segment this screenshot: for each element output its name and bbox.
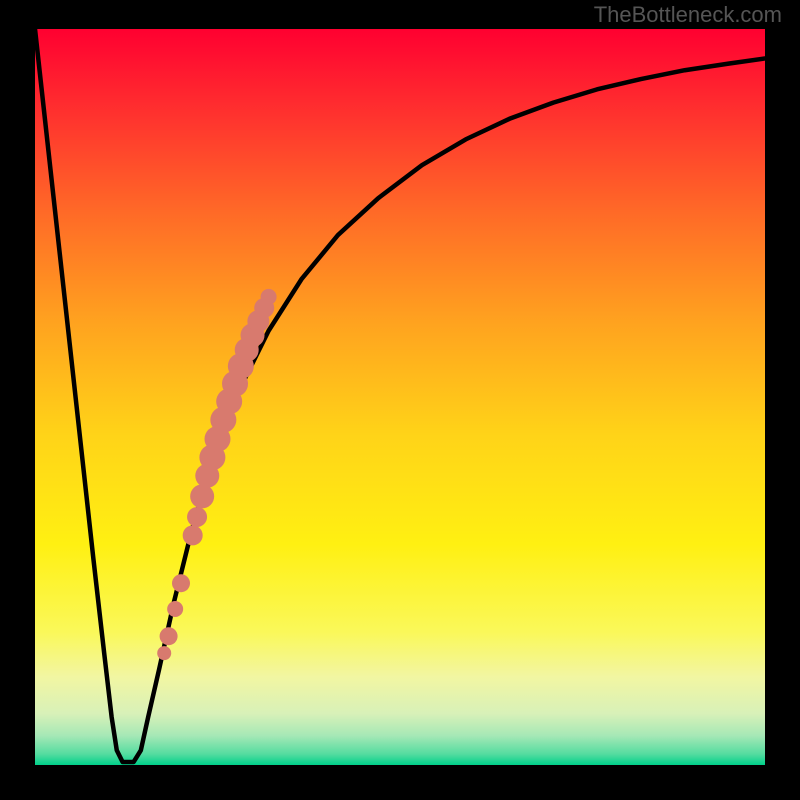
data-point xyxy=(261,289,277,305)
chart-container: TheBottleneck.com xyxy=(0,0,800,800)
data-point xyxy=(167,601,183,617)
data-point xyxy=(190,484,214,508)
data-point xyxy=(183,525,203,545)
data-point xyxy=(160,627,178,645)
watermark-text: TheBottleneck.com xyxy=(594,2,782,28)
data-point xyxy=(157,646,171,660)
chart-background xyxy=(35,29,765,765)
bottleneck-curve-chart xyxy=(0,0,800,800)
data-point xyxy=(172,574,190,592)
data-point xyxy=(187,507,207,527)
